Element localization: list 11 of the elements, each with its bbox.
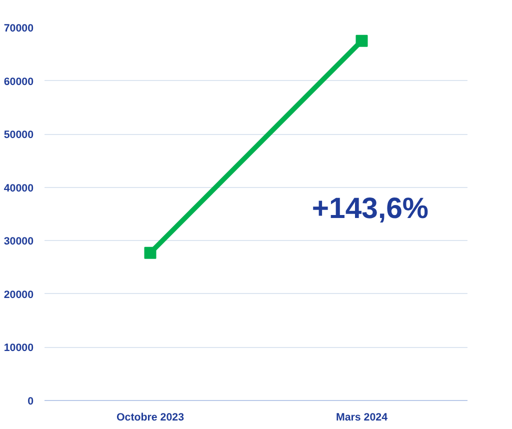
y-tick-label: 40000 [4,182,34,194]
y-tick-label: 30000 [4,236,34,248]
y-tick-label: 20000 [4,288,34,301]
y-tick-label: 0 [28,396,34,408]
x-tick-label: Octobre 2023 [116,412,184,424]
x-tick-label: Mars 2024 [336,412,388,424]
y-tick-label: 60000 [4,76,34,88]
annotation: +143,6% [312,192,429,225]
y-tick-label: 70000 [4,22,34,34]
y-tick-label: 50000 [4,129,34,142]
y-tick-label: 10000 [4,342,34,354]
